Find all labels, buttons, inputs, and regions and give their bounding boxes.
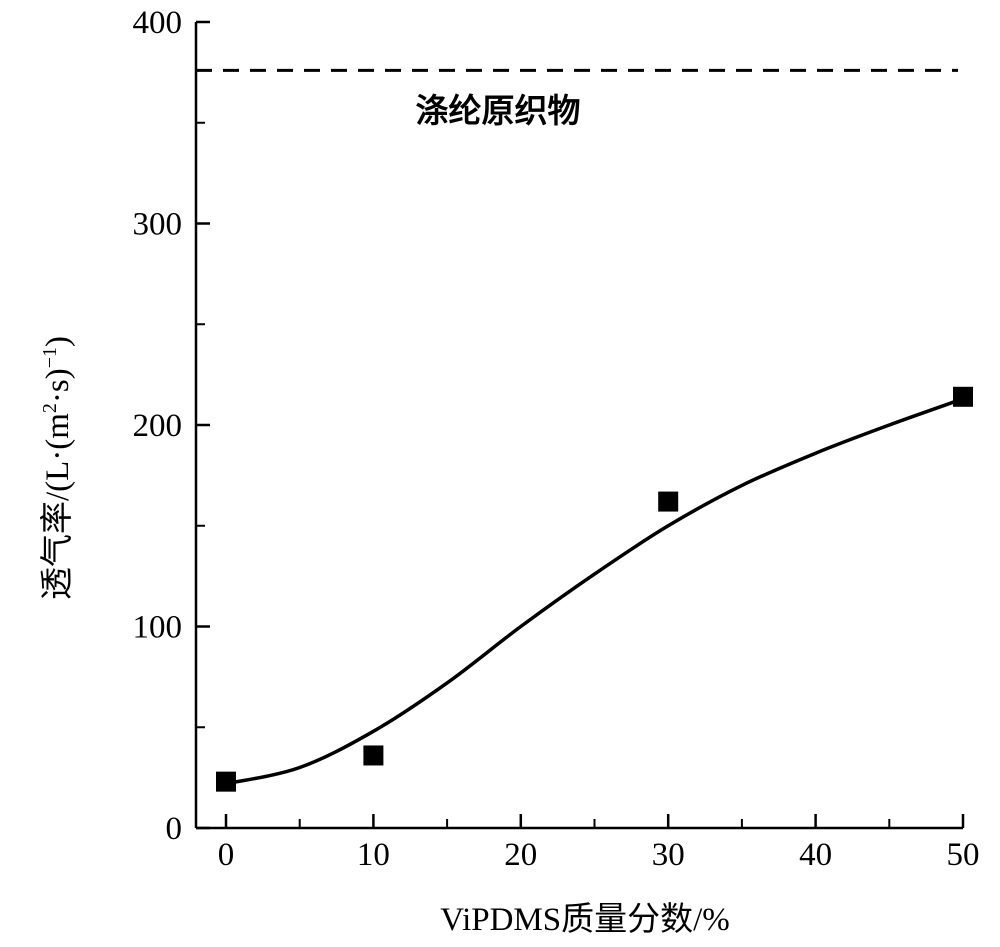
y-axis-label-main: 透气率/(L·(m [39, 413, 76, 600]
x-tick-label: 10 [357, 837, 390, 873]
x-tick-label: 40 [799, 837, 832, 873]
y-axis-label-end: ) [40, 336, 76, 347]
data-point [363, 745, 384, 766]
y-tick-label: 400 [133, 5, 183, 41]
y-tick-label: 100 [133, 610, 183, 646]
ticks [196, 20, 965, 830]
x-tick-label: 20 [504, 837, 537, 873]
data-point [658, 491, 679, 512]
x-tick-label: 50 [947, 837, 980, 873]
y-axis-label: 透气率/(L·(m2·s)−1) [39, 336, 76, 600]
data-point [953, 386, 973, 407]
x-tick-label: 0 [218, 837, 235, 873]
y-axis-label-mid: ·s) [40, 368, 76, 403]
y-axis-label-sup: 2 [39, 403, 61, 413]
x-axis-label: ViPDMS质量分数/% [440, 901, 730, 938]
fit-curve-group [225, 397, 964, 786]
data-point [216, 771, 236, 792]
y-tick-label: 200 [133, 408, 183, 444]
x-tick-label: 30 [652, 837, 685, 873]
y-tick-label: 300 [133, 207, 183, 243]
y-tick-label: 0 [166, 811, 183, 847]
y-axis-label-sup2: −1 [39, 347, 61, 368]
tick-labels: 0 100 200 300 400 0 10 20 30 40 50 [133, 5, 980, 873]
data-points [216, 386, 973, 792]
fit-curve [225, 397, 964, 786]
axes [194, 22, 963, 830]
reference-line-label: 涤纶原织物 [416, 91, 581, 130]
